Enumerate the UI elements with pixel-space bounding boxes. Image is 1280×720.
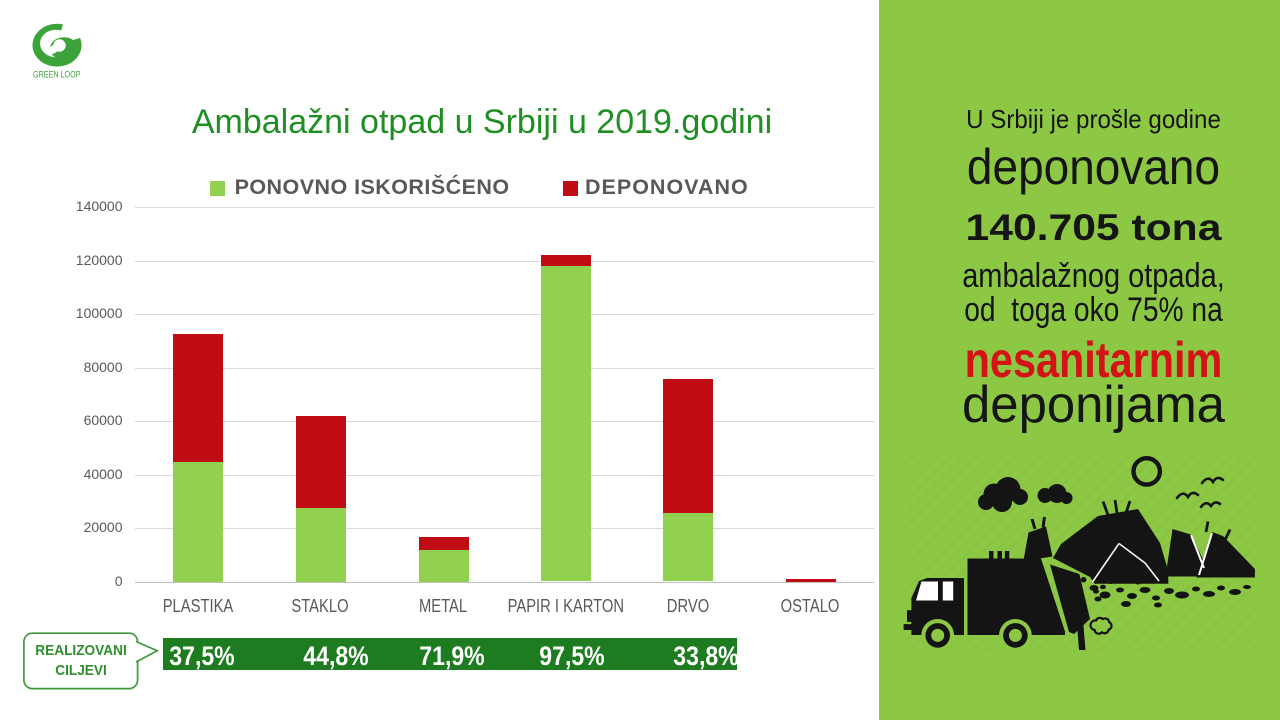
svg-text:GREEN LOOP: GREEN LOOP <box>33 70 81 81</box>
